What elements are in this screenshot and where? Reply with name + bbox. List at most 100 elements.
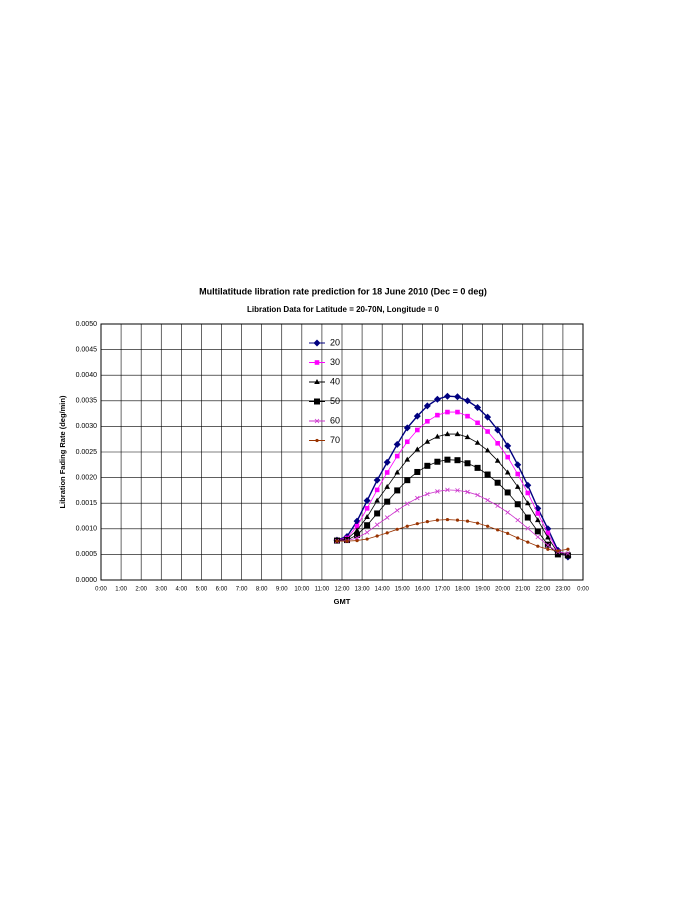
marker	[516, 536, 520, 540]
marker	[364, 522, 371, 529]
marker	[455, 488, 460, 493]
marker	[565, 551, 571, 556]
y-axis-title: Libration Fading Rate (deg/min)	[58, 395, 67, 508]
marker	[545, 530, 551, 536]
x-tick-label: 2:00	[135, 587, 147, 593]
marker	[524, 514, 531, 521]
marker	[464, 434, 471, 440]
marker	[415, 522, 419, 526]
marker	[515, 517, 521, 523]
series	[334, 431, 571, 557]
marker	[566, 547, 570, 551]
x-tick-label: 19:00	[475, 587, 491, 593]
marker	[526, 540, 530, 544]
marker	[545, 534, 551, 540]
marker	[354, 531, 361, 538]
marker	[413, 412, 421, 420]
marker	[355, 538, 359, 543]
marker	[474, 403, 482, 411]
marker	[546, 547, 550, 551]
x-tick-label: 12:00	[334, 587, 350, 593]
marker	[484, 447, 491, 453]
marker	[535, 534, 541, 540]
marker	[313, 339, 321, 347]
x-tick-label: 23:00	[555, 587, 571, 593]
marker	[374, 487, 380, 493]
marker	[464, 460, 471, 467]
marker	[486, 524, 490, 528]
marker	[545, 542, 551, 548]
marker	[424, 462, 431, 469]
marker	[345, 539, 349, 543]
marker	[504, 489, 511, 496]
marker	[425, 520, 429, 524]
marker	[434, 433, 441, 439]
marker	[394, 487, 401, 494]
series-line	[336, 395, 569, 558]
y-tick-label: 0.0050	[76, 321, 98, 328]
marker	[514, 501, 521, 508]
chart-title: Multilatitude libration rate prediction …	[199, 286, 487, 296]
y-tick-label: 0.0005	[76, 551, 98, 558]
x-tick-label: 5:00	[196, 587, 208, 593]
marker	[465, 413, 470, 419]
marker	[465, 519, 470, 523]
marker	[475, 492, 480, 498]
marker	[314, 398, 320, 405]
marker	[525, 526, 531, 531]
marker	[394, 469, 401, 475]
x-tick-label: 0:00	[95, 587, 107, 593]
y-tick-label: 0.0030	[76, 423, 98, 430]
marker	[375, 534, 379, 538]
marker	[393, 440, 401, 448]
marker	[425, 418, 430, 424]
x-tick-label: 1:00	[115, 587, 127, 593]
marker	[364, 530, 370, 535]
x-tick-label: 0:00	[577, 587, 589, 593]
marker	[314, 360, 320, 365]
marker	[373, 476, 381, 484]
marker	[453, 393, 461, 401]
x-tick-label: 6:00	[216, 587, 228, 593]
marker	[445, 487, 450, 493]
legend-label: 60	[330, 415, 340, 425]
marker	[455, 409, 460, 415]
chart-subtitle: Libration Data for Latitude = 20-70N, Lo…	[247, 305, 440, 314]
marker	[414, 468, 421, 475]
marker	[495, 503, 500, 509]
marker	[465, 489, 470, 495]
marker	[374, 497, 380, 503]
legend-label: 70	[330, 435, 340, 445]
marker	[475, 521, 480, 525]
marker	[385, 531, 389, 535]
marker	[335, 539, 339, 543]
x-tick-label: 8:00	[256, 587, 268, 593]
y-tick-label: 0.0045	[76, 346, 98, 353]
marker	[445, 409, 450, 415]
legend-label: 20	[330, 337, 340, 347]
marker	[405, 524, 409, 528]
marker	[454, 457, 461, 464]
marker	[494, 457, 501, 463]
marker	[435, 489, 440, 494]
marker	[524, 500, 531, 506]
y-tick-label: 0.0000	[76, 577, 98, 584]
marker	[535, 517, 541, 523]
marker	[364, 514, 370, 520]
y-tick-label: 0.0035	[76, 398, 98, 405]
marker	[404, 439, 410, 445]
marker	[485, 497, 490, 503]
marker	[445, 517, 450, 522]
marker	[384, 498, 391, 505]
marker	[394, 508, 400, 513]
marker	[475, 420, 480, 426]
x-tick-label: 20:00	[495, 587, 511, 593]
marker	[374, 522, 380, 527]
marker	[354, 527, 360, 533]
marker	[415, 495, 420, 501]
x-tick-label: 4:00	[175, 587, 187, 593]
series-line	[336, 411, 569, 556]
marker	[384, 483, 390, 489]
